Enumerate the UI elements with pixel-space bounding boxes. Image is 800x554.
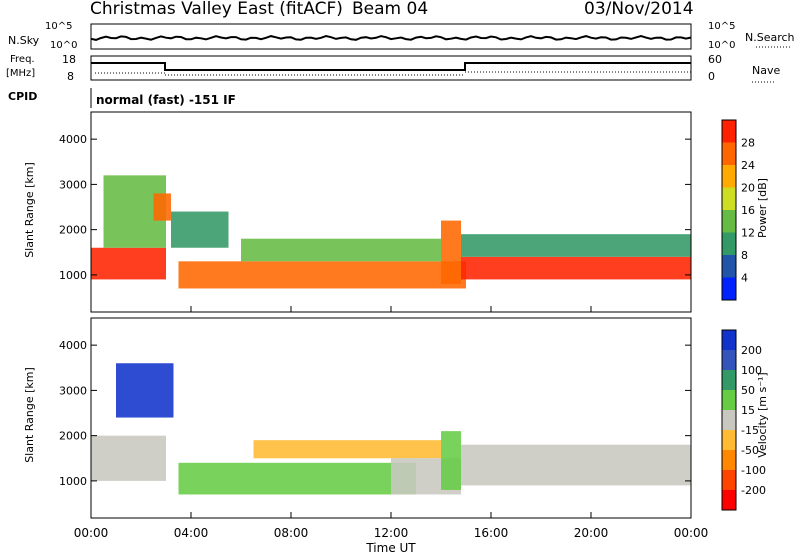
velocity-region-5	[441, 431, 461, 490]
power-colorbar-tick-2: 12	[741, 227, 755, 240]
noise-series-line	[90, 34, 692, 41]
power-colorbar-label: Power [dB]	[756, 178, 769, 238]
nsky-label: N.Sky	[8, 34, 40, 47]
noise-strip: N.Sky 10^5 10^0 10^5 10^0 N.Search	[8, 21, 795, 51]
velocity-colorbar-tick-4: -15	[741, 424, 759, 437]
velocity-colorbar-tick-3: 15	[741, 404, 755, 417]
nave-bottom-tick: 0	[708, 70, 715, 83]
nsky-top-tick: 10^5	[45, 21, 72, 32]
velocity-colorbar-swatch-4	[722, 410, 736, 430]
freq-strip-frame	[90, 55, 692, 81]
x-axis-label: Time UT	[365, 541, 416, 554]
velocity-colorbar-tick-1: 100	[741, 364, 762, 377]
xtick-label-3: 12:00	[374, 526, 409, 540]
power-region-2	[153, 193, 171, 221]
freq-strip: Freq. [MHz] 18 8 60 0 Nave	[6, 53, 780, 83]
power-colorbar-swatch-1	[722, 255, 736, 278]
power-colorbar-tick-3: 16	[741, 204, 755, 217]
power-colorbar-swatch-5	[722, 165, 736, 188]
nave-label: Nave	[752, 64, 780, 77]
velocity-ytick-label-3: 4000	[59, 339, 87, 352]
power-region-8	[461, 234, 691, 257]
power-region-3	[171, 211, 229, 248]
xtick-label-1: 04:00	[174, 526, 209, 540]
velocity-ylabel: Slant Range [km]	[23, 367, 36, 463]
power-heatmap-regions	[91, 175, 691, 289]
power-colorbar-swatch-3	[722, 210, 736, 233]
velocity-colorbar-tick-7: -200	[741, 484, 766, 497]
power-region-0	[91, 247, 166, 280]
freq-series-line	[91, 62, 691, 71]
cpid-label: CPID	[8, 90, 37, 103]
velocity-region-2	[178, 462, 416, 495]
velocity-ytick-label-1: 2000	[59, 430, 87, 443]
velocity-region-1	[116, 363, 174, 418]
noise-strip-frame	[90, 23, 692, 50]
freq-label: Freq.	[10, 54, 35, 65]
power-colorbar-tick-6: 28	[741, 137, 755, 150]
power-colorbar-tick-4: 20	[741, 182, 755, 195]
xtick-label-0: 00:00	[74, 526, 109, 540]
x-axis: 00:00 04:00 08:00 12:00 16:00 20:00 00:00	[74, 306, 709, 540]
power-colorbar-swatch-7	[722, 120, 736, 143]
power-ytick-label-3: 4000	[59, 133, 87, 146]
nsearch-label: N.Search	[745, 31, 795, 44]
velocity-colorbar-swatch-6	[722, 450, 736, 470]
power-region-6	[441, 220, 461, 284]
power-colorbar-tick-1: 8	[741, 249, 748, 262]
cpid-strip: CPID normal (fast) -151 IF	[8, 88, 236, 108]
nsearch-top-tick: 10^5	[708, 21, 735, 32]
velocity-colorbar-tick-5: -50	[741, 444, 759, 457]
power-colorbar-tick-0: 4	[741, 272, 748, 285]
velocity-colorbar-swatch-5	[722, 430, 736, 450]
xtick-label-5: 20:00	[574, 526, 609, 540]
power-ytick-label-2: 3000	[59, 178, 87, 191]
power-ytick-label-1: 2000	[59, 224, 87, 237]
freq-bottom-tick: 8	[67, 70, 74, 83]
power-region-5	[241, 238, 441, 262]
velocity-colorbar-label: Velocity [m s⁻¹]	[756, 372, 769, 457]
power-colorbar: 4 8 12 16 20 24 28	[721, 119, 755, 301]
power-ytick-label-0: 1000	[59, 269, 87, 282]
date-label: 03/Nov/2014	[584, 0, 694, 19]
xtick-label-6: 00:00	[674, 526, 709, 540]
velocity-heatmap-regions	[91, 363, 691, 495]
power-colorbar-swatch-6	[722, 142, 736, 165]
velocity-region-3	[253, 440, 441, 459]
velocity-colorbar-swatch-8	[722, 490, 736, 510]
velocity-ytick-label-2: 3000	[59, 384, 87, 397]
velocity-panel: 1000 2000 3000 4000 Slant Range [km]	[23, 317, 692, 519]
power-colorbar-tick-5: 24	[741, 159, 755, 172]
velocity-colorbar-tick-0: 200	[741, 344, 762, 357]
cpid-value: normal (fast) -151 IF	[96, 93, 236, 107]
power-ylabel: Slant Range [km]	[23, 162, 36, 258]
velocity-ytick-label-0: 1000	[59, 475, 87, 488]
freq-unit-label: [MHz]	[6, 68, 35, 79]
velocity-colorbar-swatch-7	[722, 470, 736, 490]
power-region-4	[178, 261, 466, 289]
freq-top-tick: 18	[62, 53, 76, 66]
velocity-colorbar-swatch-3	[722, 390, 736, 410]
power-panel: 1000 2000 3000 4000 Slant Range [km]	[23, 111, 692, 313]
station-title: Christmas Valley East (fitACF)	[90, 0, 343, 19]
velocity-colorbar-swatch-0	[722, 330, 736, 350]
power-region-7	[461, 256, 691, 280]
xtick-label-2: 08:00	[274, 526, 309, 540]
xtick-label-4: 16:00	[474, 526, 509, 540]
velocity-colorbar-swatch-2	[722, 370, 736, 390]
power-colorbar-swatch-4	[722, 187, 736, 210]
power-colorbar-swatch-0	[722, 277, 736, 300]
nave-top-tick: 60	[708, 53, 722, 66]
nsearch-bottom-tick: 10^0	[708, 40, 735, 51]
velocity-colorbar-swatch-1	[722, 350, 736, 370]
beam-label: Beam 04	[352, 0, 428, 19]
power-colorbar-swatch-2	[722, 232, 736, 255]
nsky-bottom-tick: 10^0	[50, 40, 77, 51]
velocity-colorbar-tick-2: 50	[741, 384, 755, 397]
velocity-colorbar: 200 100 50 15 -15 -50 -100 -200	[721, 329, 766, 511]
velocity-colorbar-tick-6: -100	[741, 464, 766, 477]
velocity-region-0	[91, 435, 166, 481]
velocity-region-6	[461, 444, 691, 486]
